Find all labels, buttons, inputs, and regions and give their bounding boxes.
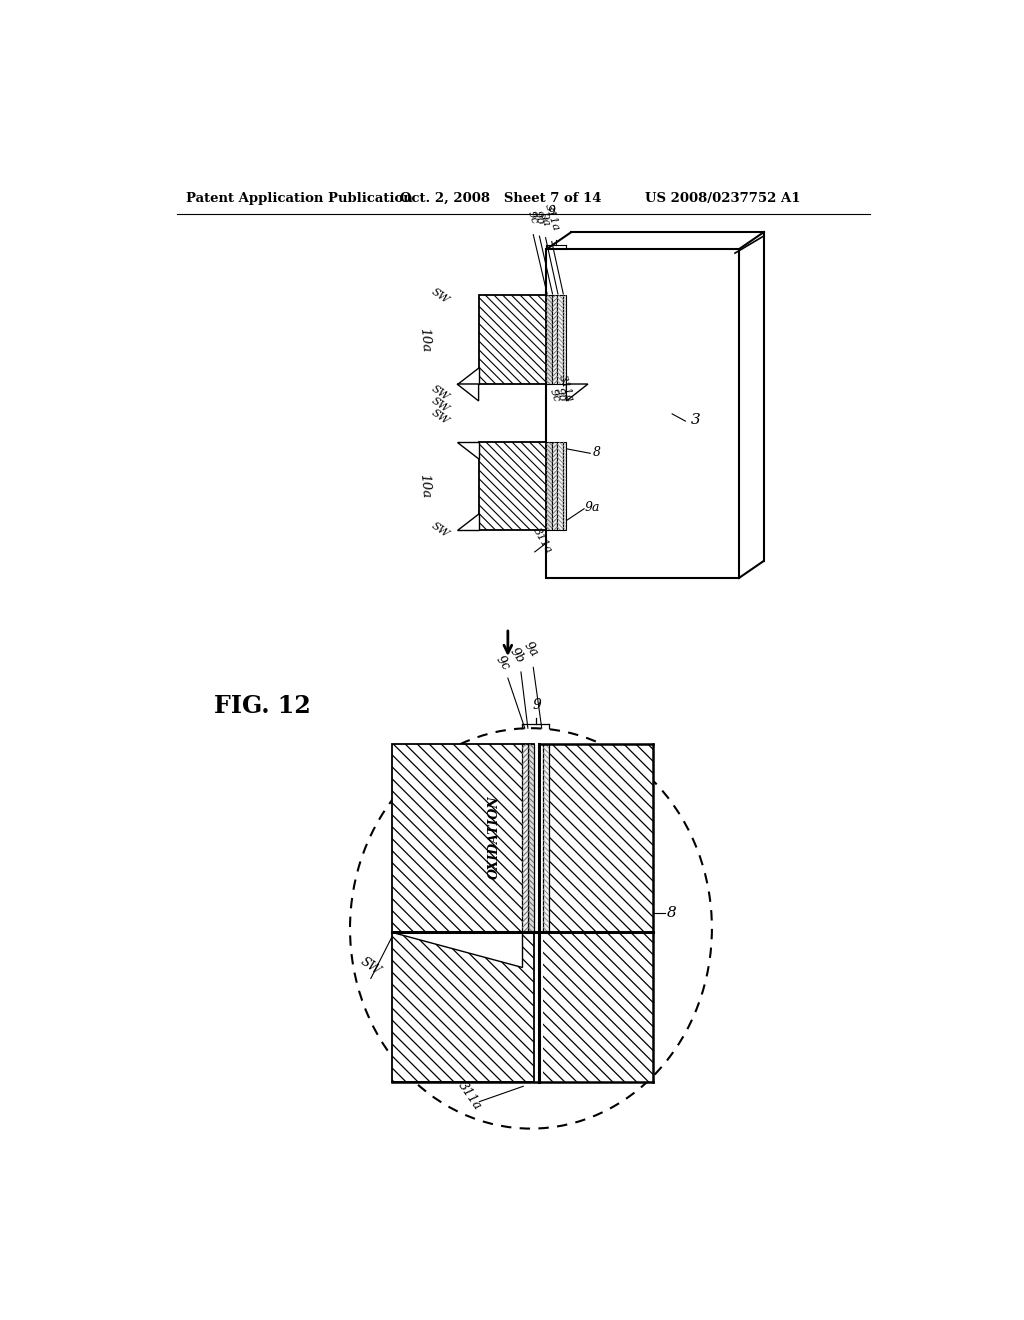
Text: SW: SW	[430, 407, 451, 426]
Polygon shape	[457, 367, 478, 384]
Text: 311a: 311a	[531, 527, 554, 556]
Text: OXIDATION: OXIDATION	[488, 796, 502, 879]
Polygon shape	[528, 743, 535, 932]
Text: 311a: 311a	[543, 202, 561, 232]
Text: 8: 8	[667, 906, 676, 920]
Polygon shape	[521, 743, 528, 932]
Polygon shape	[457, 513, 478, 531]
Polygon shape	[557, 442, 562, 531]
Text: 9c: 9c	[547, 388, 561, 404]
Polygon shape	[457, 384, 478, 401]
Text: SW: SW	[430, 286, 451, 305]
Text: Oct. 2, 2008   Sheet 7 of 14: Oct. 2, 2008 Sheet 7 of 14	[400, 191, 601, 205]
Text: FIG. 12: FIG. 12	[214, 694, 310, 718]
Text: 311a: 311a	[557, 374, 575, 404]
Text: 9b: 9b	[553, 387, 567, 404]
Text: 9a: 9a	[521, 639, 541, 660]
Polygon shape	[478, 442, 547, 531]
Text: Patent Application Publication: Patent Application Publication	[186, 191, 413, 205]
Text: SW: SW	[430, 521, 451, 540]
Polygon shape	[544, 743, 652, 932]
Text: 9: 9	[547, 205, 555, 218]
Polygon shape	[547, 296, 552, 384]
Polygon shape	[552, 296, 557, 384]
Text: 9: 9	[532, 698, 542, 711]
Polygon shape	[547, 249, 739, 578]
Polygon shape	[392, 932, 521, 966]
Text: 9b: 9b	[531, 210, 546, 227]
Text: SW: SW	[430, 384, 451, 403]
Polygon shape	[478, 296, 547, 384]
Text: 10a: 10a	[417, 327, 432, 352]
Text: US 2008/0237752 A1: US 2008/0237752 A1	[645, 191, 801, 205]
Text: SW: SW	[357, 954, 383, 978]
Polygon shape	[547, 442, 552, 531]
Polygon shape	[562, 296, 566, 384]
Polygon shape	[457, 442, 478, 459]
Text: 8: 8	[593, 446, 600, 458]
Text: 9b: 9b	[507, 645, 527, 665]
Text: 9c: 9c	[525, 210, 540, 226]
Text: SW: SW	[430, 396, 451, 414]
Text: 9a: 9a	[585, 502, 600, 513]
Text: 10a: 10a	[417, 473, 432, 499]
Text: 9a: 9a	[538, 213, 552, 228]
Polygon shape	[566, 384, 588, 401]
Polygon shape	[392, 743, 535, 932]
Text: 9c: 9c	[493, 653, 512, 673]
Text: 3: 3	[690, 413, 700, 428]
Polygon shape	[392, 932, 535, 1082]
Polygon shape	[544, 932, 652, 1082]
Polygon shape	[552, 442, 557, 531]
Polygon shape	[544, 743, 550, 932]
Polygon shape	[562, 442, 566, 531]
Text: 311a: 311a	[455, 1078, 483, 1113]
Polygon shape	[557, 296, 562, 384]
